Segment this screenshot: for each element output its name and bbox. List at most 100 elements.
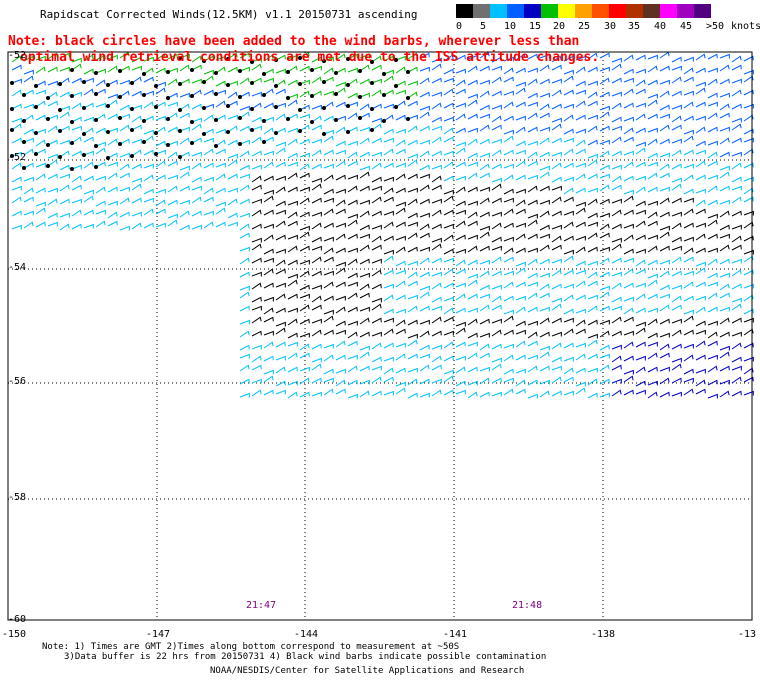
- wind-barb: [683, 270, 694, 276]
- wind-barb: [155, 188, 166, 194]
- wind-barb: [503, 236, 514, 242]
- wind-barb: [323, 188, 334, 195]
- wind-barb: [131, 197, 142, 204]
- wind-barb: [419, 378, 430, 385]
- wind-barb: [611, 296, 622, 303]
- wind-barb: [203, 89, 214, 96]
- wind-barb: [35, 55, 46, 61]
- flag-circle: [142, 119, 146, 123]
- wind-barb: [527, 151, 538, 159]
- legend-swatch: [575, 4, 592, 18]
- wind-barb: [323, 149, 334, 156]
- wind-barb: [215, 114, 226, 121]
- wind-barb: [299, 259, 310, 265]
- wind-barb: [419, 353, 430, 359]
- wind-barb: [179, 199, 190, 205]
- wind-barb: [335, 53, 346, 61]
- wind-barb: [239, 364, 250, 372]
- wind-barb: [251, 102, 262, 110]
- wind-barb: [215, 80, 226, 87]
- wind-barb: [251, 271, 262, 277]
- flag-circle: [34, 152, 38, 156]
- wind-barb: [311, 256, 322, 264]
- wind-barb: [647, 99, 658, 107]
- wind-barb: [335, 306, 346, 314]
- wind-barb: [503, 188, 514, 195]
- flag-circle: [22, 166, 26, 170]
- wind-barb: [59, 91, 70, 98]
- wind-barb: [155, 140, 166, 147]
- flag-circle: [46, 164, 50, 168]
- flag-circle: [214, 118, 218, 122]
- wind-barb: [647, 318, 658, 326]
- wind-barb: [107, 200, 118, 206]
- wind-barb: [251, 175, 262, 183]
- wind-barb: [599, 378, 610, 385]
- wind-barb: [731, 390, 742, 397]
- flag-circle: [82, 80, 86, 84]
- wind-barb: [407, 187, 418, 193]
- wind-barb: [443, 389, 454, 396]
- wind-barb: [395, 319, 406, 327]
- wind-barb: [275, 248, 286, 254]
- flag-circle: [370, 81, 374, 85]
- wind-barb: [455, 366, 466, 374]
- wind-barb: [659, 259, 670, 265]
- wind-barb: [491, 284, 502, 290]
- wind-barb: [539, 126, 550, 132]
- wind-barb: [71, 63, 82, 71]
- wind-barb: [563, 367, 574, 375]
- wind-barb: [731, 331, 742, 337]
- wind-barb: [623, 209, 634, 216]
- wind-barb: [263, 54, 274, 62]
- wind-barb: [587, 100, 598, 107]
- wind-barb: [407, 100, 418, 107]
- wind-barb: [563, 162, 574, 169]
- wind-barb: [575, 66, 586, 74]
- wind-barb: [491, 357, 502, 363]
- wind-barb: [287, 65, 298, 73]
- wind-barb: [287, 318, 298, 326]
- wind-barb: [635, 68, 646, 74]
- wind-barb: [563, 75, 574, 83]
- wind-barb: [347, 101, 358, 107]
- wind-barb: [311, 295, 322, 303]
- wind-barb: [203, 162, 214, 169]
- wind-barb: [191, 210, 202, 217]
- flag-circle: [394, 84, 398, 88]
- wind-barb: [275, 282, 286, 288]
- wind-barb: [491, 90, 502, 97]
- flag-circle: [94, 118, 98, 122]
- wind-barb: [107, 152, 118, 159]
- flag-circle: [250, 81, 254, 85]
- wind-barb: [539, 283, 550, 291]
- footer-note-1: Note: 1) Times are GMT 2)Times along bot…: [42, 642, 460, 652]
- wind-barb: [635, 54, 646, 61]
- wind-barb: [335, 340, 346, 348]
- wind-barb: [395, 381, 406, 387]
- wind-barb: [683, 377, 694, 383]
- wind-barb: [623, 307, 634, 315]
- wind-barb: [95, 68, 106, 74]
- wind-barb: [503, 377, 514, 383]
- wind-barb: [719, 64, 730, 72]
- wind-barb: [707, 213, 718, 219]
- wind-barb: [683, 354, 694, 362]
- wind-barb: [239, 353, 250, 359]
- wind-barb: [647, 54, 658, 60]
- wind-barb: [611, 364, 622, 371]
- wind-barb: [587, 212, 598, 219]
- wind-barb: [11, 123, 22, 131]
- wind-barb: [47, 52, 58, 60]
- wind-barb: [359, 165, 370, 171]
- wind-barb: [443, 175, 454, 182]
- wind-barb: [359, 317, 370, 325]
- wind-barb: [311, 104, 322, 110]
- wind-barb: [419, 77, 430, 85]
- flag-circle: [166, 117, 170, 121]
- wind-barb: [719, 137, 730, 145]
- wind-barb: [503, 135, 514, 143]
- wind-barb: [707, 247, 718, 253]
- wind-barb: [395, 246, 406, 254]
- wind-barb: [479, 104, 490, 111]
